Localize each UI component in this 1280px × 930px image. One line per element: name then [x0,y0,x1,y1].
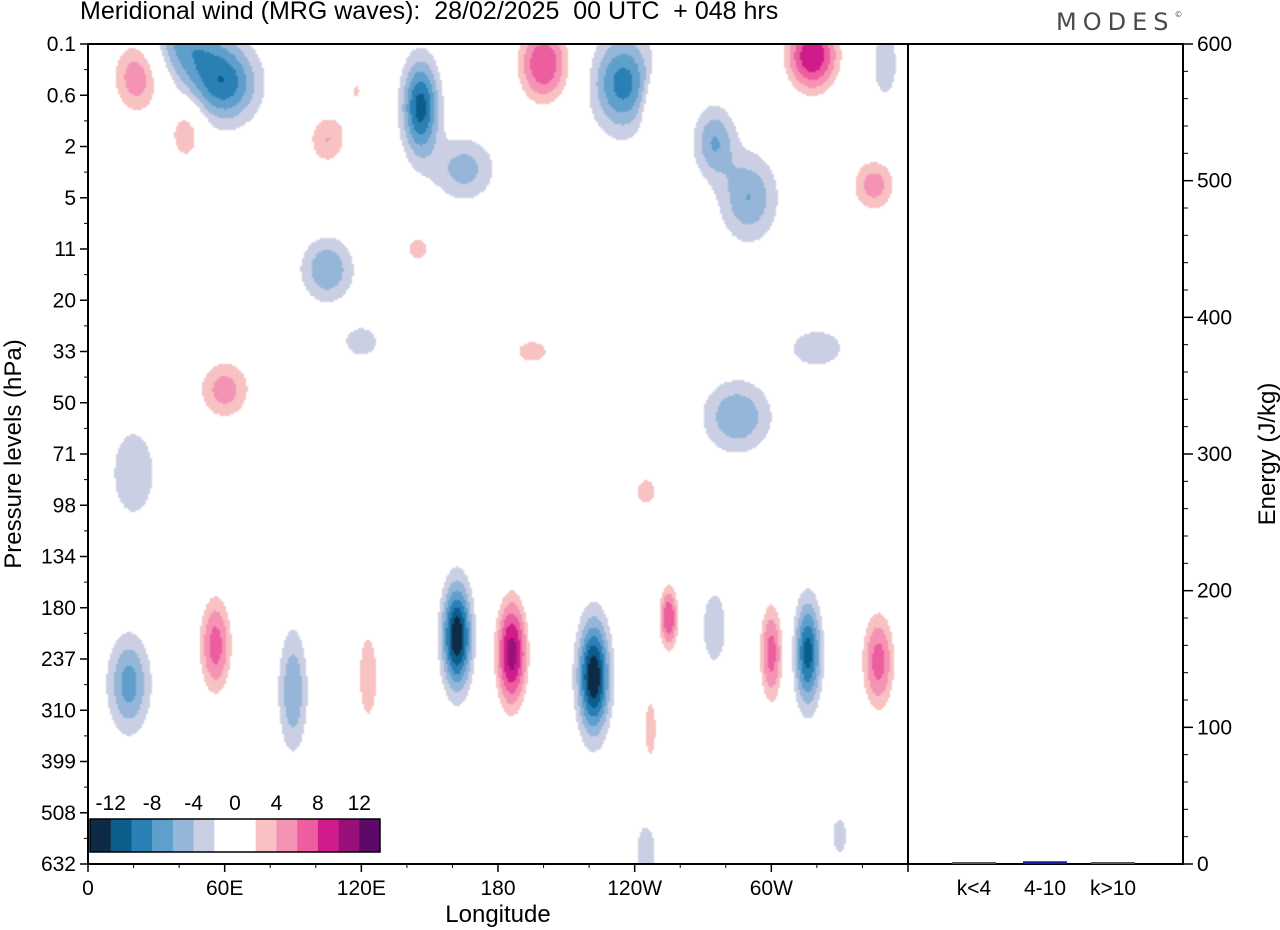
wavenumber-axis: k<4 4-10 k>10 [957,877,1136,900]
logo-copyright-mark: © [1174,10,1183,19]
pressure-tick-label: 632 [41,853,76,876]
pressure-tick-label: 50 [53,392,76,415]
pressure-tick-label: 0.6 [47,84,76,107]
pressure-axis: 0.1 0.6 2 5 11 20 33 50 71 98 134 180 237 310 399 508 63… [41,33,88,876]
longitude-tick-label: 0 [82,877,94,900]
pressure-tick-label: 237 [41,648,76,671]
y-axis-label: Pressure levels (hPa) [0,339,27,568]
energy-tick-label: 500 [1197,170,1232,193]
pressure-tick-label: 33 [53,341,76,364]
pressure-tick-label: 399 [41,751,76,774]
energy-tick-label: 0 [1197,853,1209,876]
heatmap-field [88,44,908,864]
pressure-tick-label: 0.1 [47,33,76,56]
wavenumber-category-label: k>10 [1090,877,1136,900]
longitude-axis: 0 60E 120E 180 120W 60W [82,864,909,900]
energy-tick-label: 400 [1197,306,1232,329]
pressure-tick-label: 134 [41,546,76,569]
colorbar-tick-label: 4 [271,792,283,815]
wavenumber-category-label: 4-10 [1024,877,1066,900]
colorbar-tick-label: -12 [96,792,126,815]
colorbar-swatch [276,819,298,852]
colorbar-frame [89,818,381,853]
longitude-tick-label: 60W [750,877,793,900]
heatmap-plot: 0.1 0.6 2 5 11 20 33 50 71 98 134 180 237 310 399 508 63… [0,33,909,928]
colorbar-swatch [317,819,339,852]
colorbar-swatch [235,819,257,852]
colorbar: -12 -8 -4 0 4 8 12 [89,792,381,853]
longitude-tick-label: 60E [206,877,243,900]
wavenumber-category-label: k<4 [957,877,992,900]
energy-tick-label: 200 [1197,580,1232,603]
x-axis-label: Longitude [445,901,550,928]
modes-logo: MODES© [1056,8,1183,36]
colorbar-swatch [172,819,194,852]
energy-bar-chart: 0 100 200 300 400 500 600 k<4 4-10 k>10 Energy (… [907,33,1280,900]
colorbar-swatch [131,819,153,852]
colorbar-swatch [152,819,174,852]
energy-tick-label: 600 [1197,33,1232,56]
longitude-tick-label: 120W [607,877,662,900]
colorbar-swatch [110,819,132,852]
colorbar-swatch [338,819,360,852]
colorbar-swatch [90,819,112,852]
pressure-tick-label: 180 [41,597,76,620]
energy-tick-label: 100 [1197,716,1232,739]
pressure-tick-label: 2 [64,136,76,159]
colorbar-tick-label: 0 [229,792,241,815]
colorbar-swatch [359,819,381,852]
colorbar-swatch [297,819,319,852]
colorbar-tick-label: 8 [312,792,324,815]
pressure-tick-label: 71 [53,443,76,466]
colorbar-swatch [255,819,277,852]
pressure-tick-label: 20 [53,289,76,312]
energy-tick-label: 300 [1197,443,1232,466]
energy-bars [952,861,1135,864]
pressure-tick-label: 508 [41,802,76,825]
bar-chart-frame [907,43,1184,865]
pressure-tick-label: 98 [53,494,76,517]
colorbar-swatch [193,819,215,852]
colorbar-tick-label: 12 [348,792,371,815]
pressure-tick-label: 11 [54,238,76,261]
page-title: Meridional wind (MRG waves): 28/02/2025 … [80,0,779,25]
energy-bar [1023,861,1067,864]
colorbar-tick-label: -4 [184,792,203,815]
longitude-tick-label: 120E [337,877,386,900]
energy-axis-label: Energy (J/kg) [1254,383,1280,526]
energy-bar [952,862,996,864]
energy-bar [1091,862,1135,864]
energy-axis: 0 100 200 300 400 500 600 [1183,33,1232,876]
longitude-tick-label: 180 [480,877,515,900]
pressure-tick-label: 310 [41,699,76,722]
colorbar-tick-label: -8 [143,792,162,815]
pressure-tick-label: 5 [64,187,76,210]
colorbar-swatch [214,819,236,852]
